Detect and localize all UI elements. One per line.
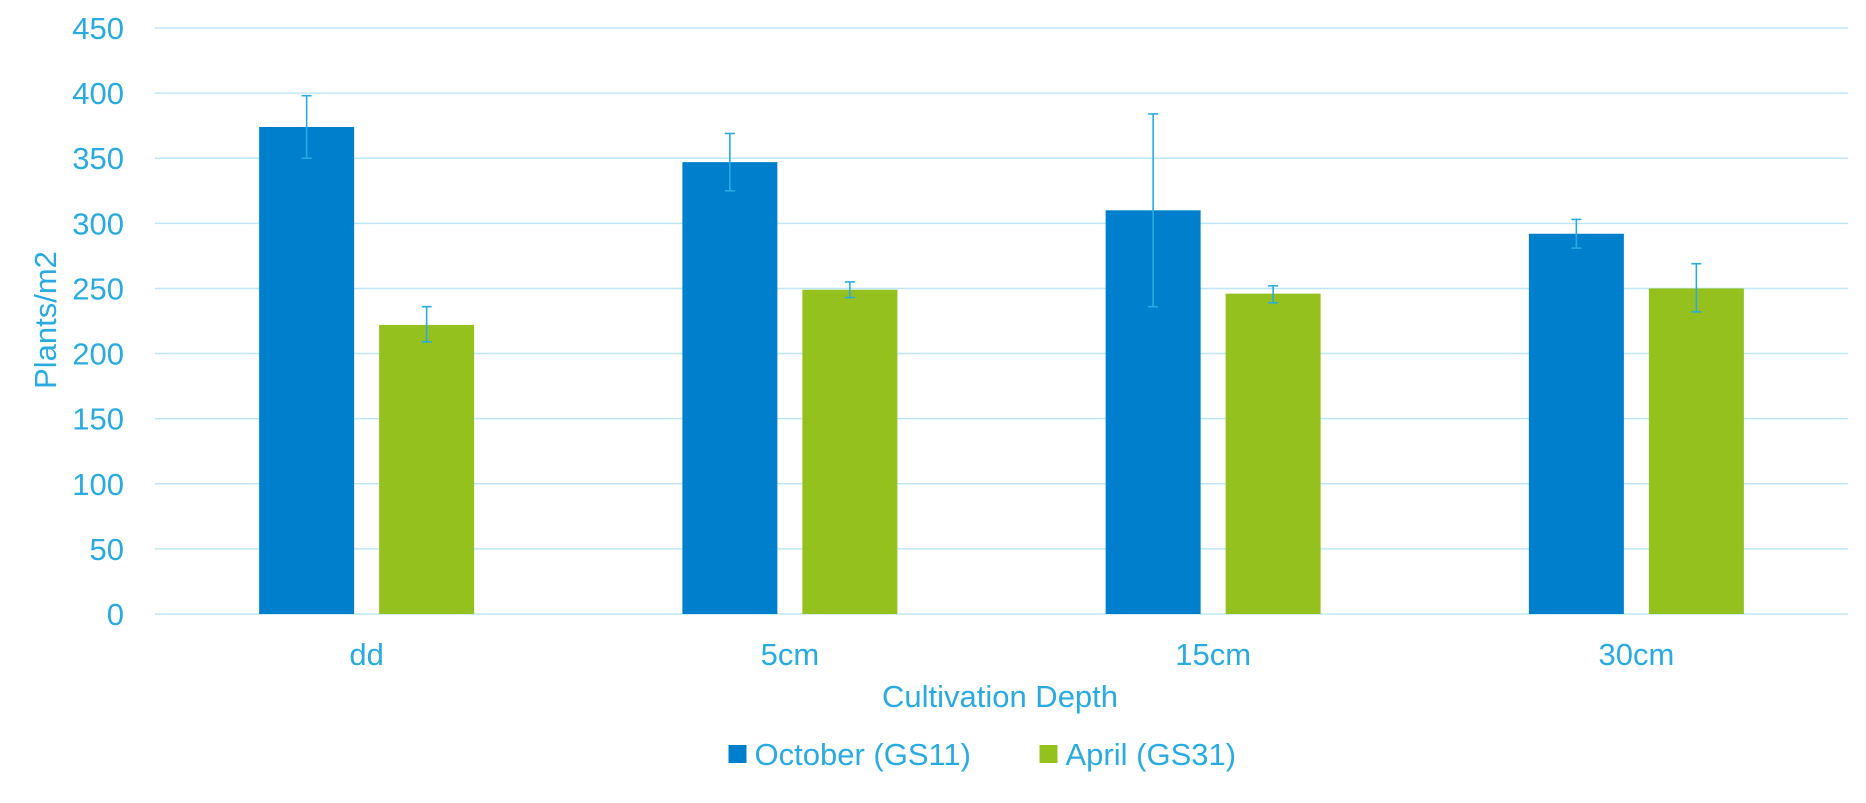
error-bar [301, 94, 312, 160]
bar [259, 126, 355, 615]
legend-label: April (GS31) [1066, 737, 1237, 772]
x-tick-label: 15cm [1175, 637, 1251, 672]
bar [1528, 233, 1624, 615]
y-tick-label: 100 [72, 467, 124, 502]
bar [379, 324, 475, 614]
y-tick-label: 450 [72, 11, 124, 46]
bar [802, 289, 898, 614]
x-tick-label: 30cm [1598, 637, 1674, 672]
error-bars [301, 94, 1702, 343]
bar [1225, 293, 1321, 614]
y-tick-label: 250 [72, 271, 124, 306]
x-tick-label: 5cm [761, 637, 820, 672]
legend-swatch [1039, 745, 1058, 763]
y-tick-label: 150 [72, 402, 124, 437]
error-bar [1148, 113, 1159, 308]
legend-item: April (GS31) [1039, 737, 1237, 772]
x-axis-ticks: dd 5cm 15cm 30cm [349, 637, 1674, 672]
error-bar [1691, 262, 1702, 313]
bars [259, 126, 1744, 615]
y-tick-label: 400 [72, 76, 124, 111]
error-bar [844, 281, 855, 299]
error-bar [1268, 285, 1279, 304]
legend-swatch [728, 745, 747, 763]
y-tick-label: 200 [72, 337, 124, 372]
bar [682, 162, 778, 614]
error-bar [1571, 218, 1582, 249]
legend: October (GS11) April (GS31) [728, 737, 1237, 772]
y-axis-ticks: 0 50 100 150 200 250 300 350 400 450 [72, 11, 124, 632]
y-tick-label: 0 [107, 597, 124, 632]
legend-label: October (GS11) [755, 737, 972, 772]
legend-item: October (GS11) [728, 737, 972, 772]
y-tick-label: 350 [72, 141, 124, 176]
y-tick-label: 50 [90, 532, 124, 567]
x-axis-title: Cultivation Depth [882, 679, 1118, 714]
error-bar [724, 132, 735, 192]
y-tick-label: 300 [72, 206, 124, 241]
y-axis-title: Plants/m2 [28, 251, 63, 389]
x-tick-label: dd [349, 637, 383, 672]
bar [1648, 288, 1744, 614]
error-bar [421, 305, 432, 343]
